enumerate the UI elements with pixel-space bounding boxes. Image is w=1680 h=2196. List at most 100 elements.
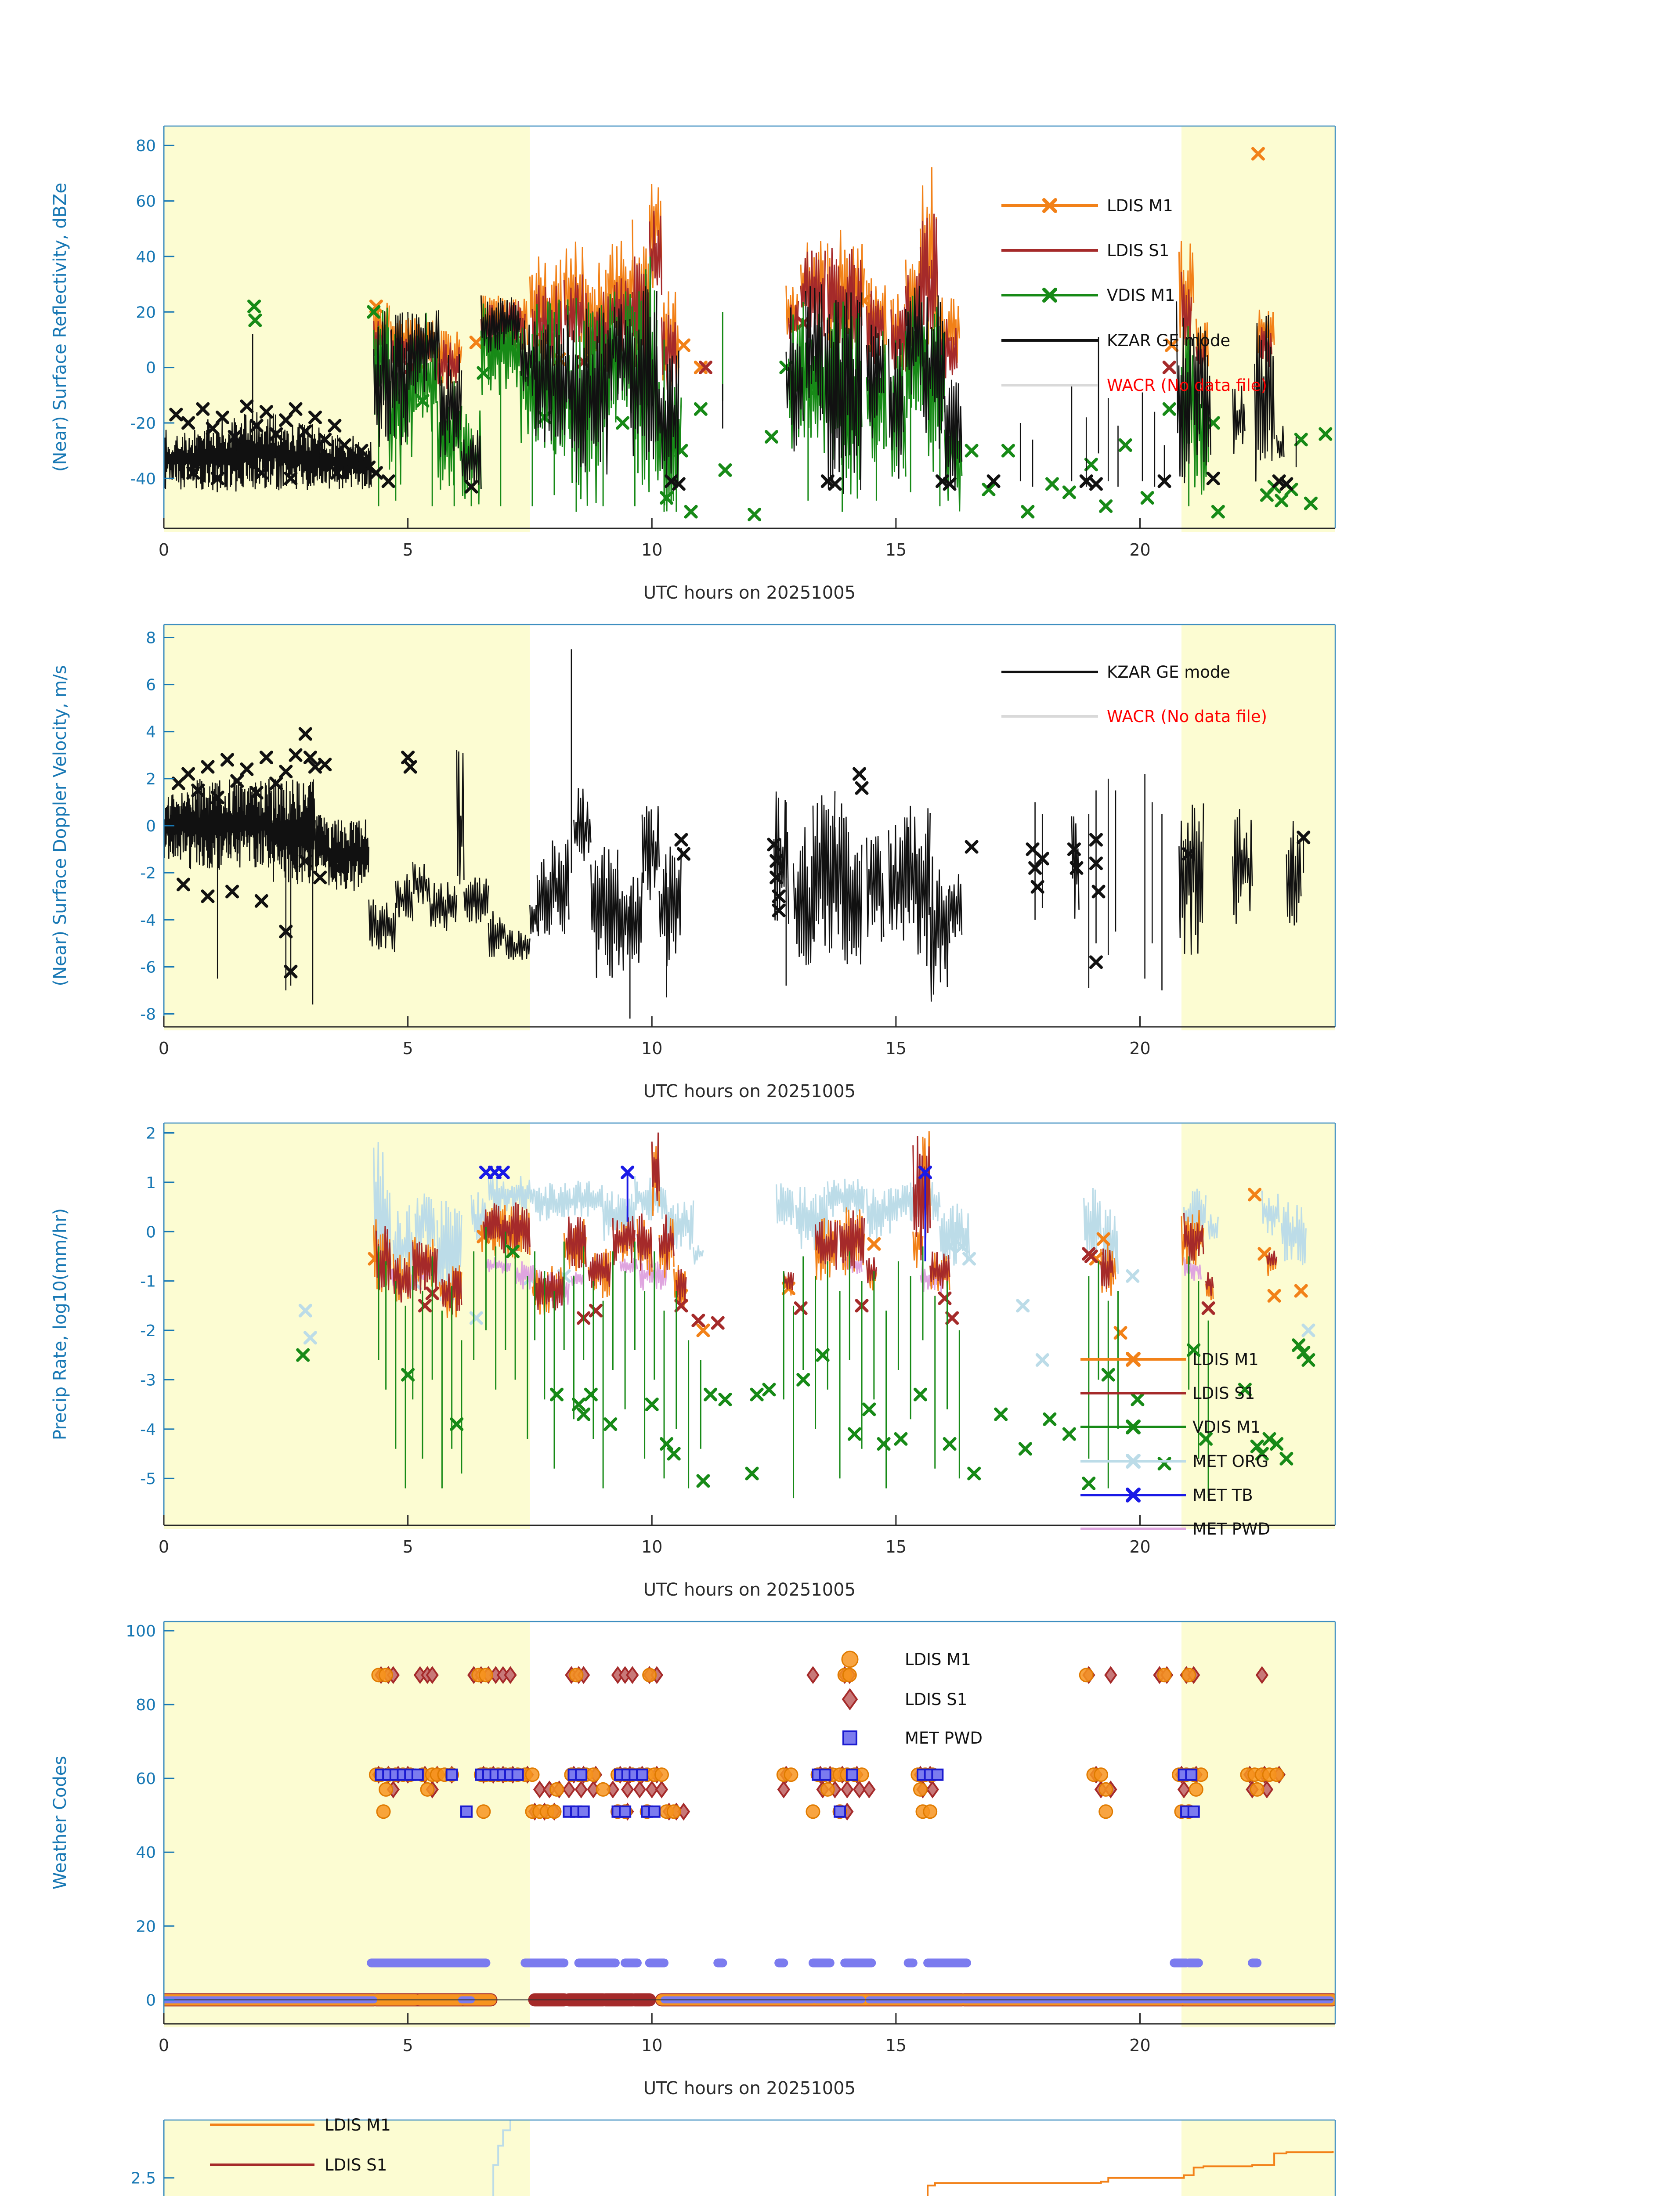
x-marker	[1018, 1442, 1032, 1456]
x-marker	[967, 1466, 981, 1481]
x-tick-label: 5	[403, 2036, 413, 2055]
x-marker	[962, 1252, 976, 1266]
circle-marker	[596, 1782, 611, 1797]
y-tick-label: 60	[136, 193, 156, 211]
x-marker	[496, 1165, 510, 1179]
x-marker	[718, 1392, 732, 1406]
trace-segment	[412, 862, 430, 905]
trace-segment	[534, 314, 570, 444]
circle-marker	[642, 1668, 657, 1683]
circle-marker	[1157, 1668, 1172, 1683]
x-marker	[1279, 477, 1293, 491]
y-tick-label: 80	[136, 1696, 156, 1714]
x-marker	[1262, 1432, 1276, 1446]
trace-segment	[461, 430, 482, 489]
trace-segment	[634, 1176, 668, 1221]
x-marker	[1082, 1247, 1096, 1261]
trace-segment	[1276, 426, 1285, 459]
x-marker	[1089, 477, 1103, 491]
trace-segment	[666, 1200, 694, 1250]
circle-marker	[379, 1782, 394, 1797]
trace-segment	[1207, 1214, 1219, 1240]
circle-marker	[569, 1668, 584, 1683]
x-marker	[225, 885, 239, 899]
x-marker	[367, 305, 381, 319]
x-marker	[1267, 1289, 1281, 1303]
trace-segment	[922, 295, 946, 449]
y-axis-title: (Near) Surface Doppler Velocity, m/s	[50, 665, 70, 986]
x-marker	[284, 964, 298, 979]
legend-label: WACR (No data file)	[1107, 707, 1267, 726]
trace-segment	[188, 779, 223, 870]
y-tick-label: 0	[146, 1991, 156, 2009]
trace-segment	[866, 1257, 877, 1283]
y-tick-label: -4	[140, 911, 156, 929]
trace-segment	[373, 311, 408, 447]
trace-segment	[939, 1203, 970, 1266]
y-axis-title: Precip Rate, log10(mm/hr)	[50, 1208, 70, 1440]
x-marker	[1319, 427, 1333, 441]
x-marker	[867, 1237, 881, 1251]
trace-segment	[463, 877, 489, 924]
y-tick-label: 20	[136, 1918, 156, 1936]
x-marker	[894, 1432, 908, 1446]
legend-label: LDIS S1	[1192, 1384, 1255, 1403]
circle-marker	[525, 1767, 540, 1782]
trace-segment	[944, 379, 963, 490]
x-marker	[667, 1447, 681, 1461]
x-marker	[210, 471, 224, 485]
x-marker	[1165, 338, 1179, 352]
legend-label: WACR (No data file)	[1107, 376, 1267, 395]
panel-cum-precip: 2.521.510.5005101520Cum. Precip, mmUTC h…	[131, 2116, 1336, 2196]
legend-label: LDIS M1	[905, 1650, 971, 1669]
x-marker	[943, 1239, 957, 1253]
x-marker	[718, 463, 732, 477]
legend-label: LDIS M1	[1192, 1350, 1259, 1369]
x-marker	[913, 1387, 927, 1401]
x-marker	[201, 760, 215, 774]
x-marker	[240, 762, 254, 776]
trace-segment	[890, 1185, 911, 1221]
trace-segment	[505, 930, 531, 960]
x-marker	[684, 505, 698, 519]
x-marker	[621, 1165, 635, 1179]
trace-segment	[519, 320, 535, 396]
diamond-marker	[806, 1666, 820, 1684]
x-tick-label: 20	[1129, 1537, 1150, 1557]
y-tick-label: 100	[126, 1622, 156, 1640]
x-marker	[1062, 485, 1076, 499]
diamond-marker	[562, 1780, 576, 1799]
y-tick-label: 2	[146, 770, 156, 788]
x-marker	[220, 753, 234, 767]
trace-segment	[573, 1181, 604, 1217]
x-tick-label: 0	[159, 540, 169, 560]
trace-segment	[602, 1191, 636, 1241]
legend-label: VDIS M1	[325, 2194, 393, 2196]
x-marker	[249, 419, 264, 433]
x-marker	[181, 767, 195, 781]
x-marker	[303, 751, 317, 765]
x-marker	[464, 480, 478, 494]
y-tick-label: 80	[136, 137, 156, 155]
square-marker	[819, 1768, 831, 1781]
x-marker	[1082, 1476, 1096, 1490]
y-tick-label: 0	[146, 817, 156, 835]
square-marker	[834, 1805, 846, 1818]
x-marker	[1091, 885, 1106, 899]
trace-segment	[470, 1192, 487, 1240]
x-marker	[982, 483, 996, 497]
x-marker	[698, 361, 712, 375]
x-marker	[303, 1331, 317, 1345]
x-marker	[469, 1311, 483, 1325]
legend-label: KZAR GE mode	[1107, 663, 1230, 682]
x-marker	[247, 300, 261, 314]
x-marker	[1069, 861, 1084, 875]
trace-segment	[834, 803, 863, 964]
y-tick-label: -3	[140, 1371, 156, 1389]
trace-segment	[776, 1183, 795, 1225]
x-marker	[1292, 1338, 1306, 1352]
highlight-band	[1181, 2120, 1335, 2196]
x-marker	[313, 870, 327, 885]
trace-segment	[641, 806, 660, 900]
x-tick-label: 0	[159, 1537, 169, 1557]
